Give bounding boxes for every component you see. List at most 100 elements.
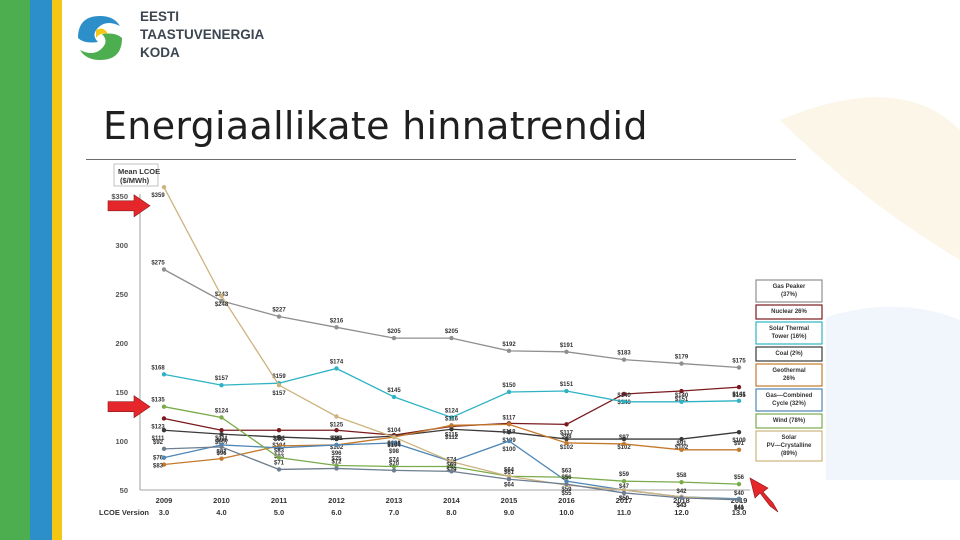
version-label: 13.0 [732,508,747,517]
data-point [564,422,569,427]
y-tick-label: 250 [115,290,128,299]
data-point [334,428,339,433]
logo-line-3: KODA [140,45,180,60]
y-axis-label-box [113,163,159,187]
legend-label: Gas—Combined Cycle (32%) [766,393,813,407]
data-label: $124 [445,408,459,414]
stripe-green [0,0,30,540]
version-label: 5.0 [274,508,284,517]
logo-line-1: EESTI [140,9,180,24]
data-point [219,444,224,450]
x-tick-label: 2016 [558,496,575,505]
y-tick-label: 150 [115,388,128,397]
data-label: $140 [675,393,689,399]
data-point [276,445,282,451]
legend-label: Geothermal 26% [772,368,806,382]
legend-box [755,363,823,387]
data-point [161,416,167,421]
data-label: $115 [445,432,459,438]
version-axis-label: LCOE Version [99,508,149,517]
data-label: $50 [619,496,630,502]
y-axis-label: Mean LCOE ($/MWh) [118,167,160,185]
x-tick-label: 2014 [443,496,461,505]
logo-line-2: TAASTUVENERGIA [140,27,265,42]
data-label: $159 [272,374,286,380]
data-label: $135 [151,398,165,404]
data-label: $216 [330,318,344,324]
data-label: $117 [560,430,574,436]
data-label: $74 [389,457,400,463]
data-point [736,365,742,370]
data-point [736,398,742,404]
data-label: $111 [215,436,228,442]
data-point [449,335,454,341]
data-point [506,389,512,395]
legend-label: Nuclear 26% [771,309,807,315]
data-label: $83 [274,449,285,455]
data-label: $82 [216,450,227,456]
legend-box [755,413,823,429]
version-label: 10.0 [559,508,574,517]
legend-label: Solar PV—Crystalline (89%) [767,435,812,457]
data-point [621,490,627,496]
data-label: $76 [153,456,164,462]
data-point [276,382,282,388]
data-point [391,394,397,400]
legend-box [755,321,823,345]
data-label: $191 [560,343,574,349]
data-point [391,440,397,446]
data-label: $59 [619,472,630,478]
data-label: $43 [676,503,687,509]
data-label: $183 [617,351,631,357]
x-tick-label: 2012 [328,496,345,505]
data-label: $175 [732,359,746,365]
data-label: $72 [331,459,342,465]
data-point [449,423,454,428]
data-point [449,415,454,420]
data-label: $174 [330,359,344,365]
data-point [621,399,627,404]
data-label: $70 [389,461,400,467]
data-label: $41 [734,505,745,511]
data-label: $123 [151,424,165,430]
data-label: $109 [732,438,746,444]
data-label: $112 [445,435,459,441]
data-point [506,477,512,482]
data-point [334,466,339,471]
data-label: $64 [504,482,515,488]
data-label: $145 [387,388,401,394]
data-label: $102 [330,445,344,451]
data-label: $141 [732,392,746,398]
data-label: $69 [446,462,457,468]
data-point [391,464,397,469]
data-point [449,469,454,474]
data-point [276,428,282,433]
data-label: $140 [617,393,631,399]
data-point [679,495,684,501]
x-tick-label: 2013 [386,496,403,505]
data-point [334,366,339,371]
data-point [334,325,339,330]
data-point [449,427,454,432]
data-label: $157 [215,376,229,382]
data-label: $116 [445,416,459,422]
title-divider [86,159,796,160]
data-label: $94 [216,438,227,444]
data-label: $248 [215,302,229,308]
data-label: $83 [153,464,164,470]
x-tick-label: 2015 [501,496,518,505]
data-point [276,314,282,319]
data-label: $96 [331,451,342,457]
data-label: $275 [151,261,165,267]
data-label: $63 [561,468,572,474]
x-tick-label: 2017 [616,496,633,505]
legend-label: Gas Peaker (37%) [773,284,806,298]
data-label: $61 [504,470,515,476]
data-point [276,455,282,460]
data-label: $150 [502,383,516,389]
data-label: $205 [387,329,401,335]
data-point [679,388,684,394]
version-label: 6.0 [331,508,341,517]
version-label: 11.0 [617,508,631,517]
